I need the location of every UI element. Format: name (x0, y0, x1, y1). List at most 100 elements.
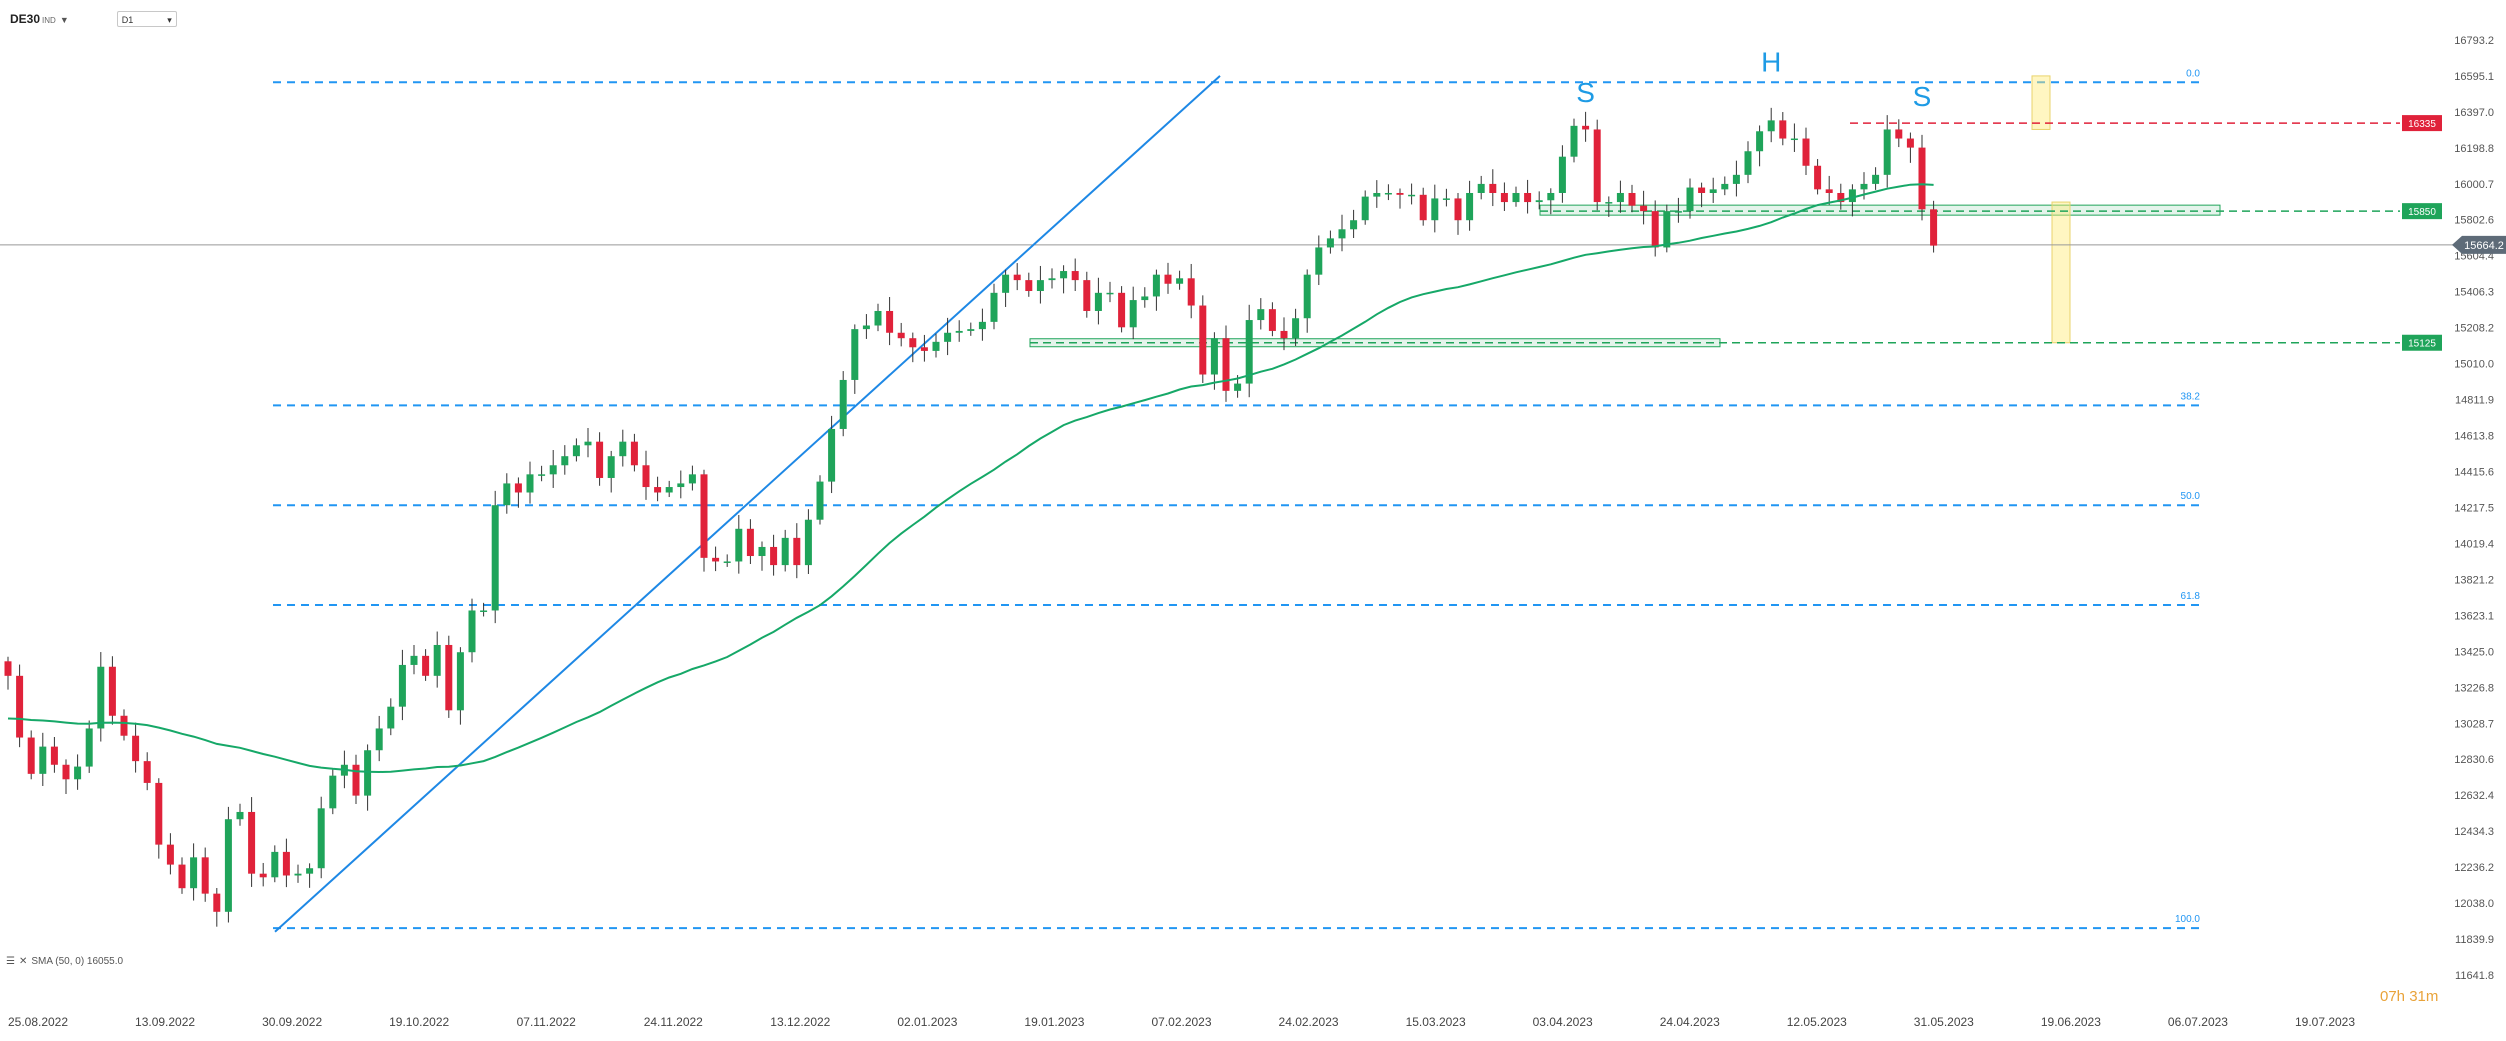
trend-line (274, 75, 1221, 933)
candle-body (422, 655, 430, 676)
x-tick-label: 25.08.2022 (8, 1015, 68, 1029)
candle-body (1825, 189, 1833, 193)
y-tick-label: 16198.8 (2454, 143, 2494, 155)
y-tick-label: 14217.5 (2454, 502, 2494, 514)
x-tick-label: 06.07.2023 (2168, 1015, 2228, 1029)
y-tick-label: 11839.9 (2455, 934, 2494, 946)
candle-body (1419, 194, 1427, 221)
candle-body (398, 664, 406, 707)
x-tick-label: 24.04.2023 (1660, 1015, 1720, 1029)
y-tick-label: 12236.2 (2454, 862, 2494, 874)
candle-body (758, 546, 766, 557)
price-level-badge (2402, 203, 2442, 220)
candle-body (132, 735, 140, 762)
candle-body (1593, 129, 1601, 203)
indicator-legend[interactable]: ☰ ✕ SMA (50, 0) 16055.0 (6, 956, 123, 967)
x-tick-label: 24.02.2023 (1279, 1015, 1339, 1029)
candle-body (886, 310, 894, 333)
candle-body (1640, 205, 1648, 212)
candle-body (1489, 183, 1497, 193)
candle-body (16, 675, 24, 738)
candle-body (259, 873, 267, 878)
candle-body (1268, 309, 1276, 331)
candle-body (213, 893, 221, 912)
candle-body (1280, 330, 1288, 339)
candle-body (816, 481, 824, 520)
candle-body (920, 347, 928, 351)
candle-body (955, 330, 963, 333)
candle-body (1883, 129, 1891, 175)
head-highlight (2031, 75, 2051, 130)
candle-body (596, 441, 604, 478)
x-tick-label: 13.12.2022 (770, 1015, 830, 1029)
candle-body (1257, 309, 1265, 321)
y-tick-label: 15208.2 (2454, 323, 2494, 335)
chevron-down-icon[interactable]: ▼ (59, 15, 69, 25)
timeframe-select[interactable]: D1 ▾ (116, 11, 177, 27)
candle-body (526, 474, 534, 493)
candle-body (1605, 202, 1613, 204)
candle-body (1837, 192, 1845, 203)
candle-body (1025, 280, 1033, 292)
y-tick-label: 11641.8 (2455, 970, 2494, 982)
candle-body (178, 864, 186, 889)
fib-level-label: 100.0 (2175, 914, 2200, 925)
candle-body (62, 764, 70, 780)
candle-body (1860, 183, 1868, 190)
y-tick-label: 14415.6 (2454, 467, 2494, 479)
pattern-label: H (1761, 46, 1781, 77)
pattern-label: S (1576, 77, 1595, 108)
candle-body (1872, 174, 1880, 184)
candle-body (224, 819, 232, 912)
candle-body (1930, 209, 1938, 246)
candle-body (1454, 198, 1462, 221)
y-tick-label: 13821.2 (2454, 574, 2494, 586)
current-price-label: 15664.2 (2464, 240, 2504, 252)
candle-body (1477, 183, 1485, 193)
candle-body (1164, 274, 1172, 284)
x-tick-label: 19.06.2023 (2041, 1015, 2101, 1029)
candle-body (74, 766, 82, 780)
candle-body (1176, 278, 1184, 284)
candle-body (120, 715, 128, 736)
symbol-name: DE30 (10, 12, 41, 26)
x-tick-label: 03.04.2023 (1533, 1015, 1593, 1029)
y-tick-label: 16397.0 (2454, 107, 2494, 119)
candle-body (190, 857, 198, 889)
candle-body (897, 332, 905, 339)
candle-body (1234, 383, 1242, 391)
x-tick-label: 15.03.2023 (1406, 1015, 1466, 1029)
close-icon[interactable]: ✕ (18, 956, 28, 967)
y-tick-label: 15406.3 (2454, 287, 2494, 299)
candle-body (828, 428, 836, 482)
symbol-selector[interactable]: DE30 IND ▼ (10, 12, 69, 26)
candle-countdown: 07h 31m (2380, 988, 2439, 1005)
candle-body (480, 610, 488, 612)
candle-body (839, 379, 847, 429)
candle-body (862, 325, 870, 330)
x-tick-label: 24.11.2022 (644, 1015, 703, 1029)
y-tick-label: 13226.8 (2454, 682, 2494, 694)
candle-body (1083, 280, 1091, 311)
candle-body (665, 487, 673, 493)
candle-body (1616, 192, 1624, 203)
candle-body (1698, 187, 1706, 193)
menu-icon[interactable]: ☰ (6, 956, 15, 967)
candle-body (723, 561, 731, 563)
price-level-badge (2402, 334, 2442, 351)
candle-body (1848, 189, 1856, 203)
y-tick-label: 13425.0 (2454, 646, 2494, 658)
y-tick-label: 12434.3 (2454, 826, 2494, 838)
candle-body (97, 666, 105, 729)
candle-body (770, 546, 778, 566)
y-tick-label: 13028.7 (2454, 718, 2494, 730)
candle-body (1535, 200, 1543, 203)
x-tick-label: 30.09.2022 (262, 1015, 322, 1029)
candle-body (1408, 194, 1416, 197)
candle-body (1466, 192, 1474, 221)
x-tick-label: 12.05.2023 (1787, 1015, 1847, 1029)
candle-body (108, 666, 116, 716)
y-tick-label: 16000.7 (2454, 179, 2494, 191)
candle-body (700, 474, 708, 558)
candle-body (317, 808, 325, 869)
